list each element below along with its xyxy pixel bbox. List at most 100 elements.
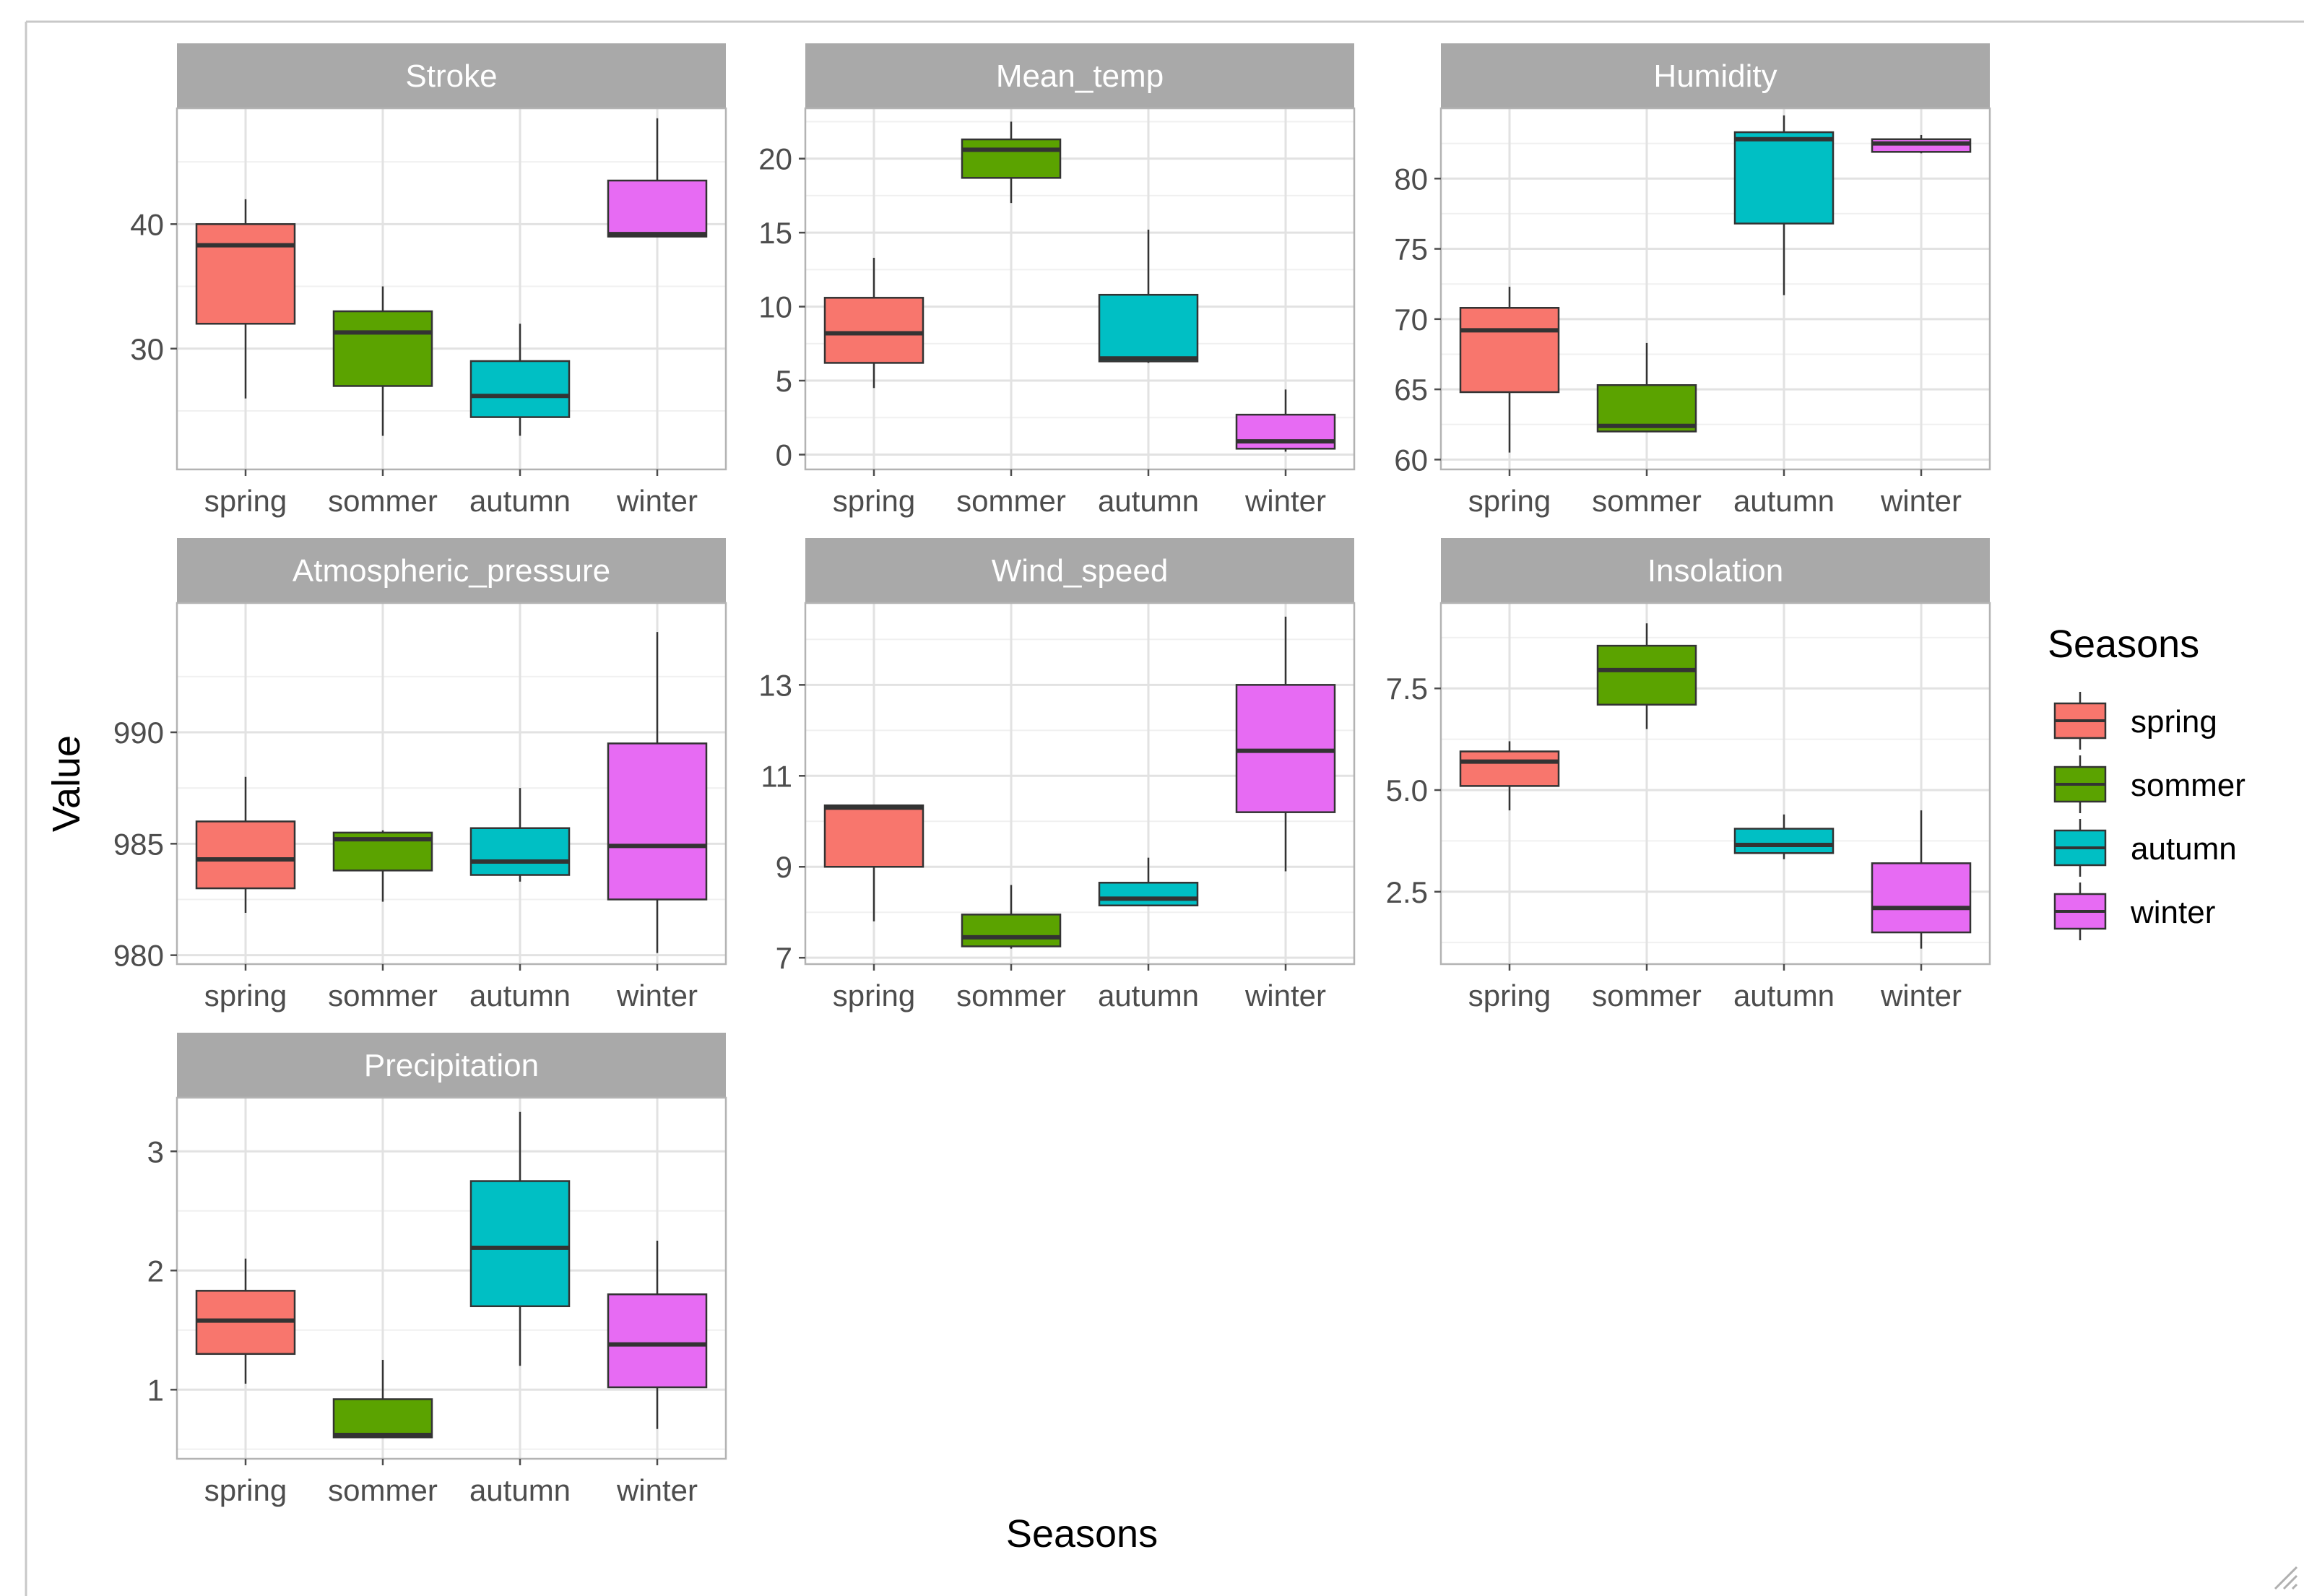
panel-border	[176, 107, 727, 471]
resize-grip-icon[interactable]	[2274, 1566, 2298, 1590]
box-iqr	[195, 820, 296, 890]
x-tick-label: sommer	[956, 484, 1066, 518]
box-winter	[1871, 810, 1972, 949]
facet-panel-stroke: Stroke 30 40 spring sommer autumn winter	[130, 43, 727, 518]
x-tick-label: winter	[616, 979, 698, 1012]
y-tick-label: 30	[130, 332, 164, 366]
x-tick-label: autumn	[1098, 484, 1199, 518]
panel-background	[805, 108, 1354, 469]
y-tick-label: 40	[130, 207, 164, 241]
panel-background	[1441, 108, 1990, 469]
facet-strip	[177, 1033, 726, 1098]
y-tick-label: 985	[113, 827, 164, 861]
legend-title: Seasons	[2048, 623, 2199, 666]
facet-panel-humidity: Humidity 60 65 70 75 80 spring sommer autumn wint…	[1394, 43, 1991, 518]
box-iqr	[823, 804, 924, 868]
box-autumn	[1098, 230, 1199, 363]
facet-panel-insolation: Insolation 2.5 5.0 7.5 spring sommer autumn win…	[1386, 538, 1991, 1012]
y-tick-label: 13	[758, 668, 792, 702]
box-spring	[195, 776, 296, 914]
panel-border	[176, 1096, 727, 1460]
facet-strip	[177, 43, 726, 108]
box-iqr	[1235, 684, 1336, 813]
panel-border	[804, 602, 1356, 966]
x-tick-label: winter	[616, 1473, 698, 1507]
y-tick-label: 80	[1394, 162, 1428, 196]
x-tick-label: winter	[1244, 979, 1326, 1012]
y-tick-label: 5	[776, 364, 792, 398]
x-tick-label: autumn	[1733, 979, 1835, 1012]
facet-strip-label: Mean_temp	[996, 58, 1164, 94]
panel-border	[1439, 602, 1991, 966]
legend-label: sommer	[2131, 768, 2245, 803]
box-sommer	[961, 885, 1062, 949]
y-tick-label: 1	[147, 1373, 164, 1407]
box-sommer	[1596, 342, 1697, 433]
legend: Seasons spring sommer autumn winter	[2048, 623, 2245, 940]
x-tick-label: spring	[1468, 979, 1551, 1012]
y-tick-label: 990	[113, 716, 164, 750]
legend-key-winter: winter	[2053, 882, 2215, 940]
facet-strip	[805, 538, 1354, 603]
y-tick-label: 60	[1394, 443, 1428, 477]
box-winter	[607, 118, 708, 238]
box-iqr	[607, 1293, 708, 1389]
box-spring	[195, 1258, 296, 1384]
box-iqr	[332, 1398, 433, 1439]
box-iqr	[469, 1180, 571, 1308]
x-tick-label: sommer	[1592, 484, 1702, 518]
box-winter	[1235, 389, 1336, 452]
facet-strip-label: Stroke	[405, 58, 497, 94]
box-iqr	[1733, 131, 1835, 225]
facet-strip-label: Precipitation	[364, 1048, 539, 1083]
y-tick-label: 20	[758, 142, 792, 176]
box-iqr	[1596, 644, 1697, 706]
facet-strip	[1441, 538, 1990, 603]
box-iqr	[961, 138, 1062, 179]
x-axis-title: Seasons	[1006, 1512, 1158, 1556]
box-spring	[823, 257, 924, 389]
x-tick-label: autumn	[469, 979, 571, 1012]
panel-border	[176, 602, 727, 966]
box-winter	[607, 632, 708, 953]
panel-background	[177, 1098, 726, 1459]
facet-strip-label: Wind_speed	[992, 553, 1169, 589]
legend-key-spring: spring	[2053, 692, 2217, 750]
facet-panel-mean_temp: Mean_temp 0 5 10 15 20 spring sommer autumn winte…	[758, 43, 1356, 518]
y-tick-label: 15	[758, 216, 792, 250]
box-autumn	[469, 788, 571, 882]
y-tick-label: 7.5	[1386, 672, 1428, 706]
box-winter	[1235, 616, 1336, 872]
x-tick-label: spring	[833, 484, 915, 518]
box-sommer	[332, 1360, 433, 1439]
y-tick-label: 3	[147, 1135, 164, 1168]
panel-border	[804, 107, 1356, 471]
facet-strip	[1441, 43, 1990, 108]
y-tick-label: 0	[776, 438, 792, 472]
facet-strip-label: Atmospheric_pressure	[293, 553, 610, 589]
box-iqr	[1459, 307, 1560, 394]
facet-panel-wind_speed: Wind_speed 7 9 11 13 spring sommer autumn winter	[758, 538, 1356, 1012]
box-iqr	[1235, 413, 1336, 450]
y-tick-label: 70	[1394, 303, 1428, 337]
y-tick-label: 980	[113, 939, 164, 973]
box-spring	[1459, 287, 1560, 453]
box-iqr	[961, 914, 1062, 947]
box-sommer	[332, 286, 433, 436]
x-tick-label: spring	[204, 979, 287, 1012]
x-tick-label: winter	[1880, 979, 1962, 1012]
x-tick-label: sommer	[328, 1473, 438, 1507]
legend-label: autumn	[2131, 831, 2237, 867]
box-iqr	[607, 179, 708, 238]
y-tick-label: 9	[776, 850, 792, 884]
legend-key-sommer: sommer	[2053, 755, 2245, 813]
x-tick-label: autumn	[469, 484, 571, 518]
box-spring	[195, 199, 296, 399]
box-sommer	[332, 830, 433, 902]
y-tick-label: 65	[1394, 373, 1428, 407]
facet-strip	[805, 43, 1354, 108]
box-sommer	[1596, 623, 1697, 729]
box-autumn	[1733, 115, 1835, 295]
